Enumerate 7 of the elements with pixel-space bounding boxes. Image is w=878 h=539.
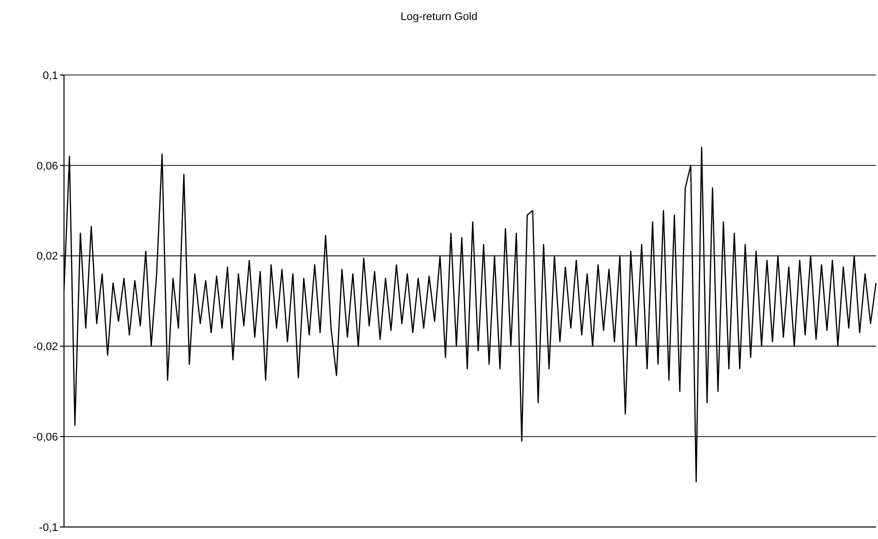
y-tick-label: 0,1 <box>42 70 58 82</box>
y-tick-label: 0,06 <box>36 160 58 172</box>
y-tick-label: -0,06 <box>32 431 58 444</box>
y-tick-label: 0,02 <box>36 250 58 263</box>
y-tick-label: -0,1 <box>39 522 58 534</box>
y-tick-label: -0,02 <box>32 341 58 354</box>
chart-title: Log-return Gold <box>400 11 478 23</box>
